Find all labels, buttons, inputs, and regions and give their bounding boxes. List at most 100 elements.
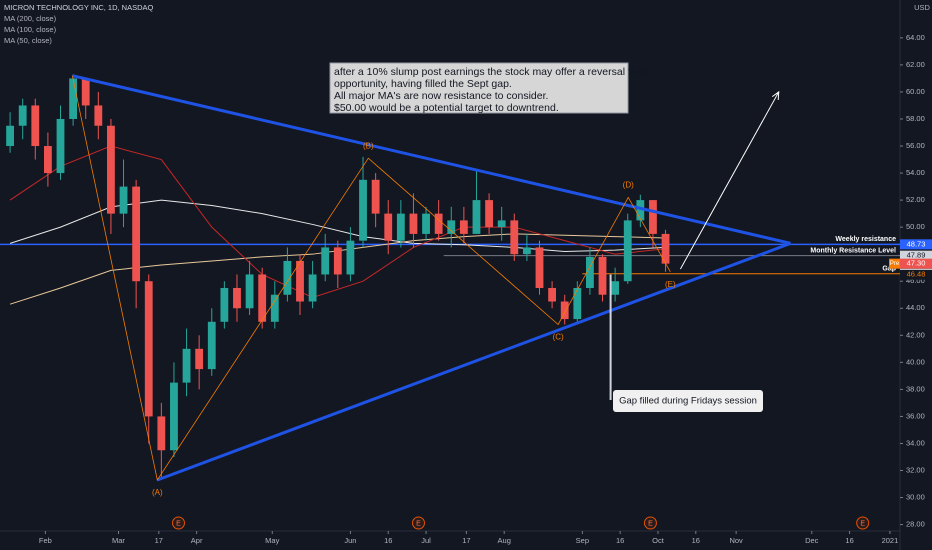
x-tick-label: Apr [191,536,203,545]
candle-body [560,301,569,320]
x-tick-label: 2021 [882,536,899,545]
candle-body [81,78,90,106]
price-label-box [900,239,932,250]
candle-body [497,220,506,228]
candle-body [636,200,645,221]
price-label: 47.30 [907,259,926,268]
candle-body [233,287,241,309]
x-tick-label: 17 [155,536,163,545]
y-tick-label: 54.00 [906,168,925,177]
candle-body [69,78,78,119]
trendline [72,74,791,245]
candle-body [623,220,632,282]
candle-body [296,260,304,302]
y-tick-label: 64.00 [906,33,925,42]
arrow [679,91,780,270]
x-tick-label: Mar [112,536,125,545]
candle-body [119,186,128,214]
y-tick-label: 62.00 [906,60,925,69]
chart-title: MICRON TECHNOLOGY INC, 1D, NASDAQ [4,3,153,12]
x-tick-label: Jun [344,536,356,545]
candle-body [485,200,493,228]
y-tick-label: 56.00 [906,141,925,150]
note-line: opportunity, having filled the Sept gap. [334,78,512,90]
candle-body [107,125,115,214]
level-label: Weekly resistance [835,236,896,243]
x-tick-label: 17 [462,536,470,545]
y-tick-label: 58.00 [906,114,925,123]
x-tick-label: 16 [384,536,392,545]
candle-body [598,256,607,295]
candle-body [371,179,380,214]
earnings-marker [643,516,657,530]
candle-body [522,247,531,255]
callout-box [613,390,763,412]
price-label: 47.89 [907,251,926,260]
price-label: 48.73 [907,239,926,248]
y-tick-label: 30.00 [906,493,925,502]
candle-body [396,213,405,241]
x-tick-label: 16 [845,536,853,545]
note-line: All major MA's are now resistance to con… [334,90,548,102]
x-tick-label: Oct [652,536,665,545]
candle-body [18,105,27,126]
trendline [156,241,792,482]
x-tick-label: 16 [616,536,624,545]
pattern-label: (A) [152,488,163,497]
candle-body [661,233,670,264]
candle-body [649,200,657,234]
pattern-label: (C) [553,333,564,342]
candle-body [611,281,620,295]
candle-body [459,220,468,234]
candle-body [283,260,292,295]
candle-body [258,274,267,322]
pattern-label: (B) [363,141,374,150]
candle-body [144,281,153,417]
candle-body [321,247,330,275]
y-tick-label: 38.00 [906,384,925,393]
level-label: Monthly Resistance Level [810,248,896,255]
x-tick-label: Nov [729,536,743,545]
candle-body [548,287,557,302]
price-label-box [900,258,932,269]
y-tick-label: 40.00 [906,357,925,366]
candle-body [308,274,317,302]
candle-body [245,274,254,309]
candle-body [333,247,342,275]
ma-line [9,199,666,252]
price-label-box [900,250,932,261]
candle-body [447,220,456,234]
legend-entry: MA (100, close) [4,25,57,34]
note-line: after a 10% slump post earnings the stoc… [334,66,652,78]
candle-body [422,213,430,234]
candle-body [182,348,191,383]
y-tick-label: 36.00 [906,411,925,420]
callout-text: Gap filled during Fridays session [619,396,757,407]
candle-body [346,240,355,275]
candle-body [586,256,594,288]
x-tick-label: Jul [421,536,431,545]
y-tick-label: 42.00 [906,330,925,339]
candle-body [132,186,141,282]
candle-body [409,213,418,234]
note-line: $50.00 would be a potential target to do… [334,102,559,114]
pattern-label: (E) [665,280,676,289]
x-tick-label: May [265,536,279,545]
level-label: Gap [882,266,896,273]
candle-body [6,125,14,147]
y-tick-label: 32.00 [906,465,925,474]
y-tick-label: 46.00 [906,276,925,285]
ma-line [9,145,666,298]
candle-body [384,213,393,241]
earnings-label: E [416,520,421,527]
y-tick-label: 60.00 [906,87,925,96]
earnings-label: E [176,520,181,527]
candle-body [573,287,582,320]
candle-body [207,321,216,370]
x-tick-label: Dec [805,536,819,545]
legend-entry: MA (200, close) [4,14,57,23]
x-tick-label: 16 [692,536,700,545]
premarket-box [889,258,900,269]
premarket-tag: Pre [890,261,900,267]
